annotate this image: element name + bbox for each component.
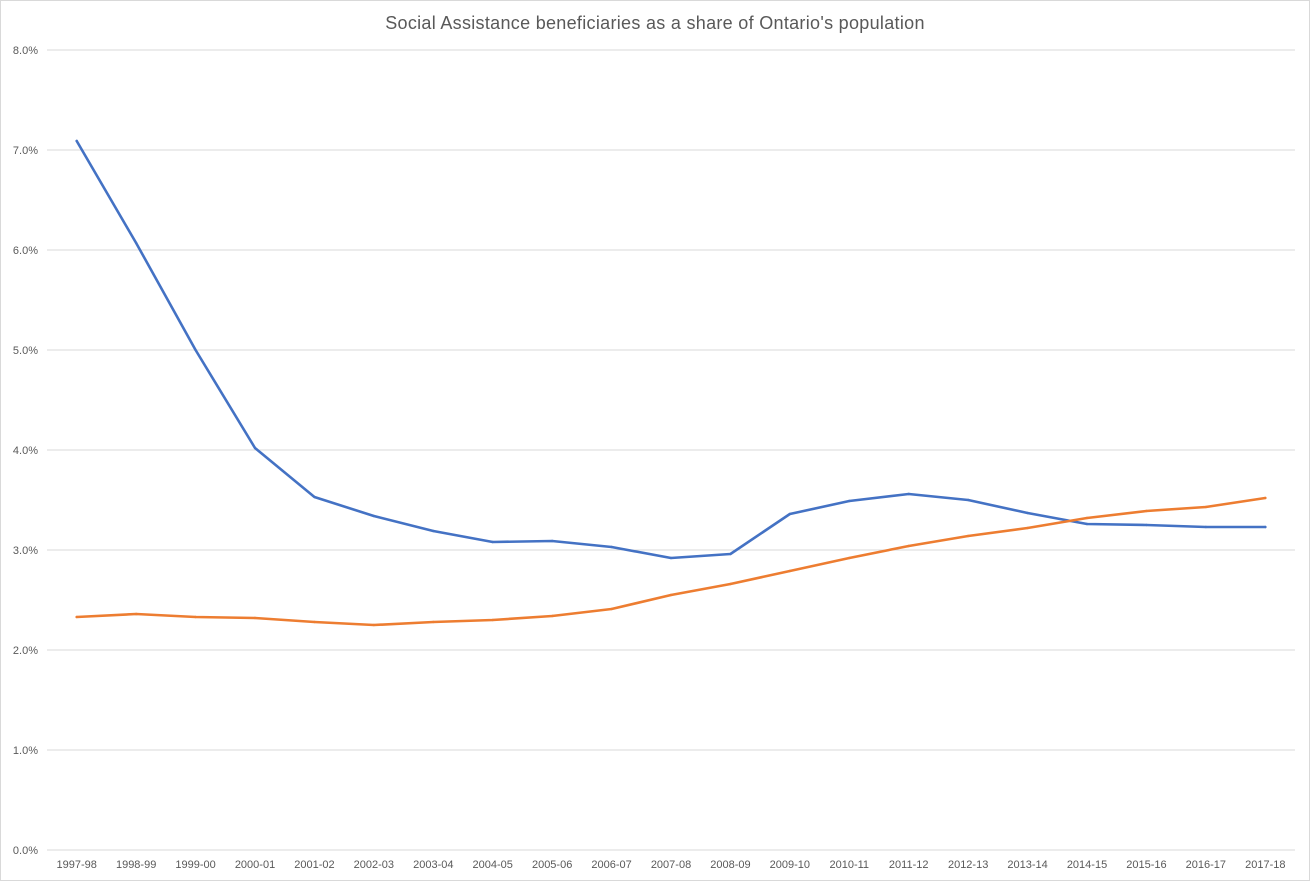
series-2-point [729, 582, 732, 586]
series-2-point [432, 620, 435, 624]
x-tick-label: 1997-98 [57, 859, 97, 871]
y-tick-label: 8.0% [13, 45, 38, 57]
series-2-point [907, 544, 910, 548]
series-1-point [432, 529, 435, 533]
series-1-point [848, 499, 851, 503]
x-tick-label: 2005-06 [532, 859, 572, 871]
series-2-point [1085, 516, 1089, 520]
series-1-point [1145, 523, 1148, 527]
series-1-point [491, 540, 494, 544]
x-tick-label: 2003-04 [413, 859, 453, 871]
series-1-point [610, 545, 613, 549]
series-1-point [313, 495, 316, 499]
series-1-point [372, 514, 376, 518]
series-1-point [1085, 522, 1089, 526]
x-tick-label: 2012-13 [948, 859, 988, 871]
y-tick-label: 6.0% [13, 245, 38, 257]
series-2-point [550, 614, 554, 618]
x-tick-label: 2014-15 [1067, 859, 1107, 871]
series-2-point [1204, 505, 1208, 509]
series-1-point [1204, 525, 1208, 529]
x-tick-label: 1999-00 [175, 859, 215, 871]
chart-title: Social Assistance beneficiaries as a sha… [385, 13, 925, 33]
series-1-point [1026, 511, 1029, 515]
x-tick-label: 2000-01 [235, 859, 275, 871]
series-2-point [966, 534, 970, 538]
y-tick-label: 5.0% [13, 345, 38, 357]
x-tick-label: 2006-07 [591, 859, 631, 871]
series-1-point [1264, 525, 1267, 529]
series-2-point [372, 623, 376, 627]
series-1-point [907, 492, 910, 496]
series-1-point [550, 539, 554, 543]
series-lines [75, 139, 1267, 627]
series-1-point [729, 552, 732, 556]
x-axis-tick-labels: 1997-98 1998-99 1999-00 2000-01 2001-02 2002-… [57, 859, 1286, 871]
x-tick-label: 2015-16 [1126, 859, 1166, 871]
x-tick-label: 2004-05 [473, 859, 513, 871]
series-1-point [966, 498, 970, 502]
x-tick-label: 2013-14 [1007, 859, 1047, 871]
y-tick-label: 3.0% [13, 545, 38, 557]
x-tick-label: 2017-18 [1245, 859, 1285, 871]
series-2 [75, 496, 1267, 627]
y-tick-label: 1.0% [13, 745, 38, 757]
y-axis-tick-labels: 0.0% 1.0% 2.0% 3.0% 4.0% 5.0% 6.0% 7.0% 8.0% [13, 45, 38, 857]
series-1-point [75, 139, 78, 143]
series-2-point [848, 556, 851, 560]
x-tick-label: 2008-09 [710, 859, 750, 871]
series-2-point [253, 616, 257, 620]
x-tick-label: 2011-12 [889, 859, 929, 871]
series-2-point [313, 620, 316, 624]
x-tick-label: 1998-99 [116, 859, 156, 871]
x-tick-label: 2010-11 [830, 859, 870, 871]
series-2-point [194, 615, 197, 619]
x-tick-label: 2001-02 [294, 859, 334, 871]
gridlines [47, 49, 1295, 851]
x-tick-label: 2016-17 [1186, 859, 1226, 871]
y-tick-label: 2.0% [13, 645, 38, 657]
series-2-point [491, 618, 494, 622]
x-tick-label: 2002-03 [354, 859, 394, 871]
series-2-point [669, 593, 673, 597]
y-tick-label: 4.0% [13, 445, 38, 457]
x-tick-label: 2007-08 [651, 859, 691, 871]
series-2-point [1026, 526, 1029, 530]
series-1-point [669, 556, 673, 560]
series-2-point [1145, 509, 1148, 513]
series-2-point [1264, 496, 1267, 500]
series-1-point [788, 512, 792, 516]
series-2-point [788, 569, 792, 573]
x-tick-label: 2009-10 [770, 859, 810, 871]
series-2-point [610, 607, 613, 611]
series-1-point [253, 446, 257, 450]
y-tick-label: 7.0% [13, 145, 38, 157]
series-1-point [134, 241, 138, 245]
series-1-point [194, 348, 197, 352]
y-tick-label: 0.0% [13, 845, 38, 857]
series-2-point [134, 612, 138, 616]
series-2-point [75, 615, 78, 619]
